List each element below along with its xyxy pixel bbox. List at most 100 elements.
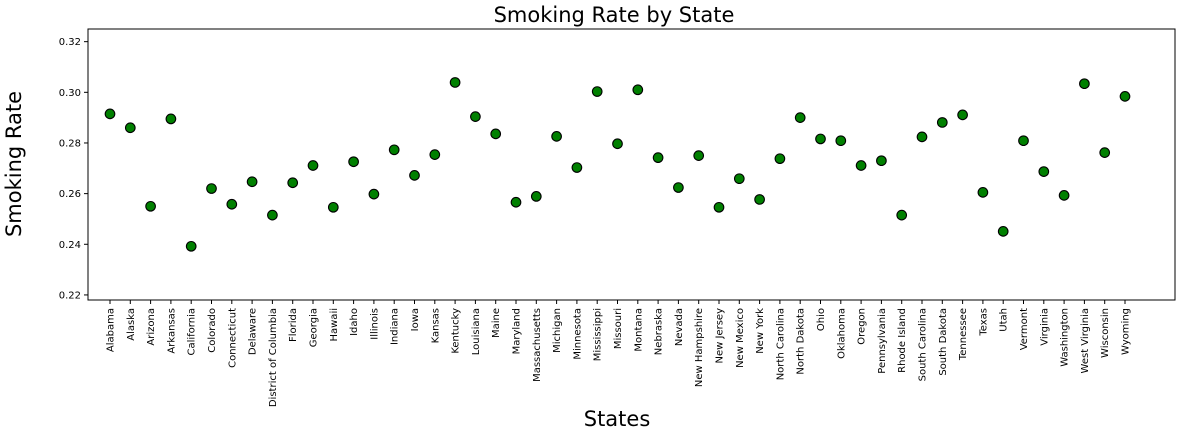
x-tick-label: Missouri bbox=[613, 308, 624, 349]
x-tick-label: Virginia bbox=[1039, 308, 1050, 346]
x-tick-label: New Mexico bbox=[735, 308, 746, 368]
x-tick-label: West Virginia bbox=[1080, 308, 1091, 373]
data-point bbox=[794, 112, 806, 123]
data-point bbox=[916, 131, 928, 143]
data-point bbox=[145, 200, 156, 212]
plot-area-frame bbox=[87, 28, 1176, 301]
data-point bbox=[287, 177, 299, 189]
x-tick-label: Connecticut bbox=[227, 308, 238, 368]
x-tick-label: North Carolina bbox=[775, 308, 786, 380]
x-axis-ticks: Alabama Alaska Arizona Arkansas California Co… bbox=[106, 300, 1132, 407]
x-tick-label: Alabama bbox=[106, 308, 117, 352]
data-point bbox=[977, 187, 989, 198]
data-point bbox=[733, 173, 745, 185]
data-point bbox=[185, 240, 197, 252]
x-tick-label: Maine bbox=[491, 308, 502, 338]
data-point bbox=[774, 153, 786, 165]
data-point bbox=[490, 128, 502, 140]
x-tick-label: Arizona bbox=[146, 308, 157, 346]
y-tick-label: 0.30 bbox=[59, 88, 81, 99]
chart-title: Smoking Rate by State bbox=[494, 3, 735, 27]
x-tick-label: Arkansas bbox=[166, 308, 177, 354]
data-point bbox=[226, 198, 238, 210]
y-tick-label: 0.28 bbox=[59, 138, 81, 149]
data-point bbox=[551, 131, 562, 142]
data-point bbox=[388, 144, 400, 156]
x-tick-label: Rhode Island bbox=[897, 308, 908, 373]
x-tick-label: District of Columbia bbox=[268, 308, 279, 407]
y-tick-label: 0.24 bbox=[59, 240, 81, 251]
data-points bbox=[104, 77, 1131, 252]
data-point bbox=[124, 122, 136, 134]
x-tick-label: New Hampshire bbox=[694, 308, 705, 387]
x-tick-label: Idaho bbox=[349, 308, 360, 336]
data-point bbox=[267, 209, 278, 221]
data-point bbox=[368, 188, 380, 200]
x-tick-label: South Dakota bbox=[938, 308, 949, 376]
x-tick-label: Vermont bbox=[1019, 308, 1030, 350]
y-tick-label: 0.32 bbox=[59, 37, 81, 48]
data-point bbox=[997, 226, 1009, 237]
data-point bbox=[470, 111, 481, 122]
data-point bbox=[307, 160, 319, 171]
x-tick-label: Ohio bbox=[816, 308, 827, 331]
x-tick-label: California bbox=[187, 308, 198, 356]
x-axis-label: States bbox=[584, 407, 651, 431]
x-tick-label: Indiana bbox=[390, 308, 401, 345]
y-tick-label: 0.22 bbox=[59, 290, 81, 301]
data-point bbox=[1038, 166, 1050, 177]
y-axis-ticks: 0.22 0.24 0.26 0.28 0.30 0.32 bbox=[59, 37, 88, 301]
data-point bbox=[754, 194, 765, 205]
x-tick-label: Kansas bbox=[430, 308, 441, 343]
data-point bbox=[1018, 135, 1029, 147]
x-tick-label: Minnesota bbox=[572, 308, 583, 360]
x-tick-label: Illinois bbox=[369, 308, 380, 340]
x-tick-label: Texas bbox=[978, 308, 989, 337]
data-point bbox=[348, 156, 359, 168]
x-tick-label: Michigan bbox=[552, 308, 563, 353]
data-point bbox=[206, 183, 217, 194]
x-tick-label: Tennessee bbox=[958, 308, 969, 361]
data-point bbox=[673, 182, 684, 193]
data-point bbox=[612, 138, 623, 150]
x-tick-label: Kentucky bbox=[451, 308, 462, 354]
x-tick-label: New Jersey bbox=[715, 308, 726, 364]
data-point bbox=[246, 176, 258, 188]
x-tick-label: Washington bbox=[1060, 308, 1071, 367]
x-tick-label: Nebraska bbox=[654, 308, 665, 355]
data-point bbox=[1058, 190, 1070, 201]
x-tick-label: Oregon bbox=[857, 308, 868, 345]
data-point bbox=[429, 149, 441, 160]
data-point bbox=[1099, 147, 1111, 158]
x-tick-label: Oklahoma bbox=[836, 308, 847, 359]
x-tick-label: Louisiana bbox=[471, 308, 482, 355]
x-tick-label: Florida bbox=[288, 308, 299, 342]
x-tick-label: Hawaii bbox=[329, 308, 340, 342]
x-tick-label: New York bbox=[755, 308, 766, 354]
x-tick-label: Montana bbox=[633, 308, 644, 352]
x-tick-label: Georgia bbox=[309, 308, 320, 347]
data-point bbox=[1079, 78, 1090, 90]
x-tick-label: North Dakota bbox=[796, 308, 807, 375]
data-point bbox=[896, 209, 908, 221]
x-tick-label: Delaware bbox=[248, 308, 259, 355]
data-point bbox=[815, 133, 826, 145]
data-point bbox=[693, 150, 705, 161]
x-tick-label: Alaska bbox=[126, 308, 137, 341]
data-point bbox=[571, 162, 583, 173]
data-point bbox=[449, 77, 461, 88]
data-point bbox=[713, 201, 725, 213]
data-point bbox=[409, 170, 420, 181]
y-tick-label: 0.26 bbox=[59, 189, 81, 200]
x-tick-label: Maryland bbox=[512, 308, 523, 354]
data-point bbox=[530, 191, 542, 202]
x-tick-label: South Carolina bbox=[918, 308, 929, 381]
data-point bbox=[632, 84, 644, 96]
x-tick-label: Colorado bbox=[207, 308, 218, 353]
data-point bbox=[510, 196, 522, 208]
data-point bbox=[591, 86, 603, 97]
x-tick-label: Utah bbox=[999, 308, 1010, 332]
data-point bbox=[936, 117, 948, 128]
x-tick-label: Massachusetts bbox=[532, 308, 543, 382]
